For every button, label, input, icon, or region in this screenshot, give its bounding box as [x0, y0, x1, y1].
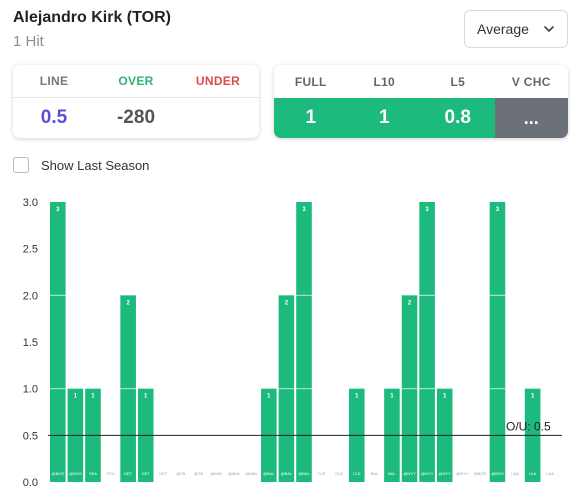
ou-reference-label: O/U: 0.5	[506, 419, 551, 433]
bar-value-label: 3	[496, 207, 500, 213]
y-tick-label: 0.5	[23, 430, 38, 442]
x-category-label: BAL	[388, 471, 396, 476]
bar	[296, 202, 312, 482]
x-category-label: @BOS	[52, 471, 65, 476]
x-category-label: @NYY	[439, 471, 452, 476]
x-category-label: LAA	[511, 471, 519, 476]
line-header: LINE	[39, 74, 69, 88]
x-category-label: DET	[159, 471, 168, 476]
y-tick-label: 2.0	[23, 290, 38, 302]
x-category-label: DET	[124, 471, 133, 476]
stat-select[interactable]: Average	[464, 10, 568, 48]
x-category-label: @NYY	[456, 471, 469, 476]
under-header: UNDER	[195, 74, 241, 88]
show-last-season-checkbox[interactable]	[13, 157, 29, 173]
y-tick-label: 1.5	[23, 337, 38, 349]
x-category-label: @MIN	[228, 471, 240, 476]
x-category-label: @NYY	[403, 471, 416, 476]
bar-value-label: 2	[126, 300, 130, 306]
over-header: OVER	[118, 74, 154, 88]
x-category-label: @BAL	[281, 471, 293, 476]
stat-select-value: Average	[477, 21, 529, 37]
l5-value: 0.8	[421, 98, 495, 138]
bar-value-label: 3	[425, 207, 429, 213]
full-header: FULL	[294, 74, 327, 89]
bar-value-label: 1	[531, 394, 535, 400]
x-category-label: CLE	[318, 471, 326, 476]
bar-value-label: 1	[390, 394, 394, 400]
vchc-header: V CHC	[511, 74, 551, 89]
bar-value-label: 3	[302, 207, 306, 213]
x-category-label: @NYY	[421, 471, 434, 476]
average-card: FULL L10 L5 V CHC 1 1 0.8 ...	[274, 65, 568, 138]
x-category-label: @BAL	[298, 471, 310, 476]
x-category-label: @TB	[194, 471, 204, 476]
x-category-label: LAA	[546, 471, 554, 476]
y-tick-label: 0.0	[23, 477, 38, 489]
show-last-season-label: Show Last Season	[41, 157, 150, 173]
bar-value-label: 2	[285, 300, 289, 306]
x-category-label: BAL	[371, 471, 379, 476]
full-value: 1	[274, 98, 348, 138]
y-tick-label: 2.5	[23, 244, 38, 256]
x-category-label: @MIN	[210, 471, 222, 476]
player-name: Alejandro Kirk (TOR)	[13, 9, 171, 26]
x-category-label: TEX	[107, 471, 115, 476]
y-tick-label: 3.0	[23, 197, 38, 209]
l5-header: L5	[450, 74, 466, 89]
bar-value-label: 2	[408, 300, 412, 306]
bar	[489, 202, 506, 482]
l10-header: L10	[373, 74, 396, 89]
bar-value-label: 3	[56, 207, 60, 213]
y-tick-label: 1.0	[23, 384, 38, 396]
line-value: 0.5	[40, 107, 68, 128]
chevron-down-icon	[544, 26, 554, 32]
bar-value-label: 1	[74, 394, 78, 400]
over-odds: -280	[116, 107, 156, 128]
x-category-label: SEA	[89, 471, 97, 476]
game-log-chart: 0.0 0.5 1.0 1.5 2.0 2.5 3.0 3 @BOS 1 @BOS 1 SEA TEX 2 D…	[23, 197, 562, 489]
x-category-label: LAA	[529, 471, 537, 476]
bar-value-label: 1	[91, 394, 95, 400]
x-category-label: @BOS	[491, 471, 504, 476]
prop-label: 1 Hit	[13, 33, 44, 50]
bar-value-label: 1	[443, 394, 447, 400]
line-card: LINE OVER UNDER 0.5 -280	[13, 65, 259, 138]
bar-value-label: 1	[267, 394, 271, 400]
x-category-label: @BOS	[474, 471, 487, 476]
x-category-label: @MIN	[246, 471, 258, 476]
x-category-label: CLE	[353, 471, 361, 476]
under-odds	[177, 98, 259, 138]
x-category-label: @BOS	[69, 471, 82, 476]
show-last-season-toggle[interactable]: Show Last Season	[13, 157, 149, 173]
x-category-label: @BAL	[263, 471, 275, 476]
bar-value-label: 1	[355, 394, 359, 400]
x-category-label: @TB	[176, 471, 186, 476]
bar-value-label: 1	[144, 394, 148, 400]
x-category-label: DET	[142, 471, 151, 476]
bar	[419, 202, 435, 482]
x-category-label: CLE	[335, 471, 343, 476]
l10-value: 1	[347, 98, 421, 138]
bar	[50, 202, 66, 482]
vchc-value[interactable]: ...	[494, 98, 568, 138]
